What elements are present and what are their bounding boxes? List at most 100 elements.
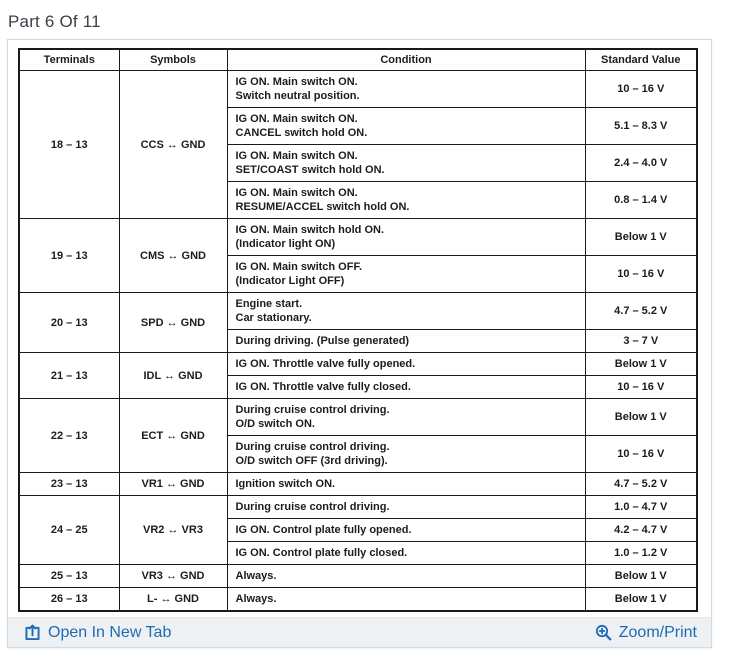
table-body: 18 – 13 CCS ↔ GND IG ON. Main switch ON. Sw… [18, 70, 698, 612]
table-row: IG ON. Main switch ON. SET/COAST switch h… [19, 144, 698, 182]
terminals-cell: 21 – 13 [18, 352, 120, 399]
open-in-new-tab-icon [25, 624, 40, 641]
standard-value-cell: 5.1 – 8.3 V [584, 107, 698, 145]
condition-cell: IG ON. Main switch OFF. (Indicator Light … [226, 255, 586, 293]
condition-line: IG ON. Main switch ON. [235, 76, 358, 88]
footer-bar: Open In New Tab Zoom/Print [8, 617, 711, 647]
condition-line: During cruise control driving. [235, 441, 390, 453]
page-title: Part 6 Of 11 [8, 12, 101, 31]
standard-value-cell: 1.0 – 4.7 V [584, 495, 698, 519]
terminals-cell: 22 – 13 [18, 398, 120, 473]
condition-line: Car stationary. [235, 312, 312, 324]
standard-value-cell: 10 – 16 V [584, 255, 698, 293]
zoom-print-link[interactable]: Zoom/Print [595, 624, 697, 642]
table-row: During cruise control driving. O/D switch… [19, 435, 698, 473]
condition-line: IG ON. Main switch ON. [235, 113, 358, 125]
symbols-cell: CCS ↔ GND [118, 70, 228, 219]
condition-cell: IG ON. Main switch ON. Switch neutral pos… [226, 70, 586, 108]
symbols-cell: ECT ↔ GND [118, 398, 228, 473]
condition-cell: During cruise control driving. O/D switch… [226, 398, 586, 436]
symbols-cell: VR3 ↔ GND [118, 564, 228, 588]
condition-cell: Ignition switch ON. [226, 472, 586, 496]
standard-value-cell: 2.4 – 4.0 V [584, 144, 698, 182]
symbols-cell: L- ↔ GND [118, 587, 228, 612]
table-row: IG ON. Main switch OFF. (Indicator Light … [19, 255, 698, 293]
condition-line: Always. [235, 570, 277, 582]
terminals-cell: 25 – 13 [18, 564, 120, 588]
table-row: 18 – 13 CCS ↔ GND IG ON. Main switch ON. Sw… [18, 70, 698, 219]
condition-cell: During cruise control driving. O/D switch… [226, 435, 586, 473]
standard-value-cell: 10 – 16 V [584, 375, 698, 399]
standard-value-cell: 10 – 16 V [584, 435, 698, 473]
condition-line: SET/COAST switch hold ON. [235, 164, 385, 176]
scanned-document-area: Terminals Symbols Condition Standard Val… [8, 40, 711, 617]
condition-cell: IG ON. Throttle valve fully closed. [226, 375, 586, 399]
standard-value-cell: 4.2 – 4.7 V [584, 518, 698, 542]
terminals-cell: 26 – 13 [18, 587, 120, 612]
condition-cell: During driving. (Pulse generated) [226, 329, 586, 353]
terminals-cell: 24 – 25 [18, 495, 120, 565]
condition-line: IG ON. Control plate fully closed. [235, 547, 408, 559]
standard-value-cell: Below 1 V [584, 587, 698, 612]
table-row: 21 – 13 IDL ↔ GND IG ON. Throttle valve fu… [18, 352, 698, 399]
symbols-cell: IDL ↔ GND [118, 352, 228, 399]
terminals-cell: 23 – 13 [18, 472, 120, 496]
condition-cell: IG ON. Main switch ON. SET/COAST switch h… [226, 144, 586, 182]
symbols-cell: SPD ↔ GND [118, 292, 228, 353]
column-header-condition: Condition [226, 48, 586, 71]
condition-line: During cruise control driving. [235, 404, 390, 416]
zoom-in-icon [595, 624, 612, 641]
table-header-row: Terminals Symbols Condition Standard Val… [18, 48, 698, 71]
zoom-print-label: Zoom/Print [618, 623, 697, 641]
standard-value-cell: 1.0 – 1.2 V [584, 541, 698, 565]
table-row: IG ON. Main switch ON. RESUME/ACCEL switc… [19, 181, 698, 219]
condition-line: Switch neutral position. [235, 90, 360, 102]
open-in-new-tab-label: Open In New Tab [48, 623, 172, 641]
condition-line: During driving. (Pulse generated) [235, 335, 410, 347]
table-row: 23 – 13 VR1 ↔ GND Ignition switch ON. 4.7 –… [18, 472, 698, 496]
symbols-cell: VR2 ↔ VR3 [118, 495, 228, 565]
condition-cell: IG ON. Throttle valve fully opened. [226, 352, 586, 376]
condition-cell: IG ON. Main switch hold ON. (Indicator li… [226, 218, 586, 256]
table-row: IG ON. Control plate fully closed. 1.0 – … [19, 541, 698, 565]
condition-line: RESUME/ACCEL switch hold ON. [235, 201, 410, 213]
column-header-standard-value: Standard Value [584, 48, 698, 71]
standard-value-cell: Below 1 V [584, 398, 698, 436]
condition-line: O/D switch OFF (3rd driving). [235, 455, 388, 467]
condition-cell: IG ON. Control plate fully closed. [226, 541, 586, 565]
condition-line: IG ON. Control plate fully opened. [235, 524, 412, 536]
condition-cell: IG ON. Control plate fully opened. [226, 518, 586, 542]
condition-line: IG ON. Throttle valve fully opened. [235, 358, 416, 370]
condition-line: IG ON. Main switch OFF. [235, 261, 363, 273]
table-row: IG ON. Control plate fully opened. 4.2 – … [19, 518, 698, 542]
condition-line: Always. [235, 593, 277, 605]
table-row: 19 – 13 CMS ↔ GND IG ON. Main switch hold … [18, 218, 698, 293]
terminal-diagnostic-table: Terminals Symbols Condition Standard Val… [18, 48, 698, 612]
open-in-new-tab-link[interactable]: Open In New Tab [24, 624, 171, 642]
condition-cell: IG ON. Main switch ON. RESUME/ACCEL switc… [226, 181, 586, 219]
table-row: During driving. (Pulse generated) 3 – 7 V [19, 329, 698, 353]
condition-line: (Indicator Light OFF) [235, 275, 345, 287]
terminals-cell: 18 – 13 [18, 70, 120, 219]
condition-line: IG ON. Main switch ON. [235, 187, 358, 199]
table-row: 25 – 13 VR3 ↔ GND Always. Below 1 V [18, 564, 698, 588]
standard-value-cell: Below 1 V [584, 352, 698, 376]
terminals-cell: 19 – 13 [18, 218, 120, 293]
standard-value-cell: Below 1 V [584, 218, 698, 256]
condition-cell: Always. [226, 587, 586, 612]
condition-cell: During cruise control driving. [226, 495, 586, 519]
standard-value-cell: 4.7 – 5.2 V [584, 472, 698, 496]
table-row: IG ON. Main switch ON. CANCEL switch hold… [19, 107, 698, 145]
table-row: 26 – 13 L- ↔ GND Always. Below 1 V [18, 587, 698, 612]
table-row: 24 – 25 VR2 ↔ VR3 During cruise control dr… [18, 495, 698, 565]
condition-cell: Always. [226, 564, 586, 588]
condition-line: O/D switch ON. [235, 418, 315, 430]
condition-line: IG ON. Main switch ON. [235, 150, 358, 162]
standard-value-cell: 3 – 7 V [584, 329, 698, 353]
column-header-terminals: Terminals [18, 48, 120, 71]
condition-cell: Engine start. Car stationary. [226, 292, 586, 330]
column-header-symbols: Symbols [118, 48, 228, 71]
standard-value-cell: Below 1 V [584, 564, 698, 588]
standard-value-cell: 0.8 – 1.4 V [584, 181, 698, 219]
condition-line: Ignition switch ON. [235, 478, 336, 490]
